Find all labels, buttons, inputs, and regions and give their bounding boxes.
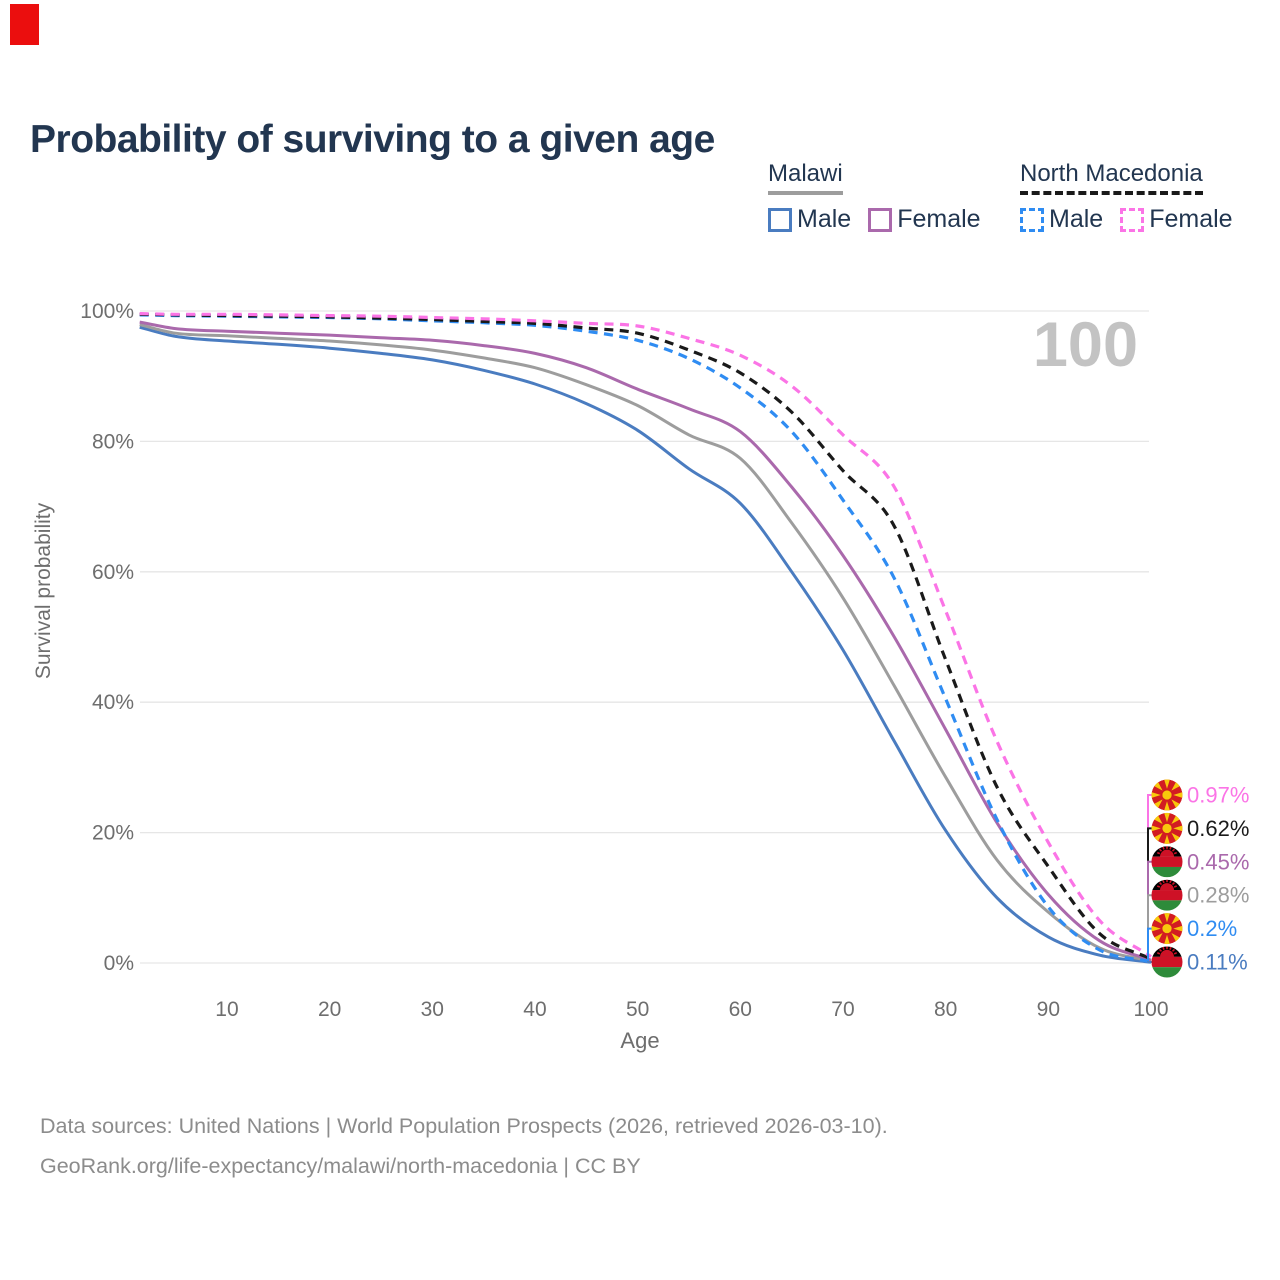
- legend-item-north-macedonia-male[interactable]: Male: [1020, 205, 1103, 234]
- y-tick-label: 80%: [92, 430, 134, 453]
- x-axis-title: Age: [620, 1028, 659, 1053]
- y-tick-label: 0%: [104, 952, 134, 975]
- malawi-female-swatch-icon: [868, 207, 893, 232]
- flag-icon-north-macedonia: [1151, 812, 1183, 844]
- x-tick-label: 10: [215, 998, 238, 1021]
- x-tick-label: 30: [421, 998, 444, 1021]
- chart-watermark: 100: [1033, 310, 1138, 380]
- end-label-north-macedonia-all: 0.62%: [1187, 816, 1249, 841]
- legend-group-north-macedonia: North Macedonia Male Female: [1020, 160, 1233, 234]
- flag-icon-malawi: [1151, 879, 1183, 911]
- end-label-north-macedonia-male: 0.2%: [1187, 916, 1237, 941]
- end-label-north-macedonia-female: 0.97%: [1187, 783, 1249, 808]
- end-label-malawi-female: 0.45%: [1187, 849, 1249, 874]
- end-label-malawi-male: 0.11%: [1187, 950, 1248, 975]
- footer-url-line: GeoRank.org/life-expectancy/malawi/north…: [40, 1154, 641, 1178]
- legend-item-malawi-male[interactable]: Male: [768, 205, 851, 234]
- legend-item-malawi-female[interactable]: Female: [868, 205, 981, 234]
- x-tick-label: 80: [934, 998, 957, 1021]
- legend-item-north-macedonia-female[interactable]: Female: [1120, 205, 1233, 234]
- flag-icon-north-macedonia: [1151, 779, 1183, 811]
- x-tick-label: 60: [729, 998, 752, 1021]
- curve-malawi-male[interactable]: [139, 325, 1152, 964]
- x-tick-label: 100: [1133, 998, 1168, 1021]
- flag-icon-malawi: [1151, 946, 1183, 978]
- footer: Data sources: United Nations | World Pop…: [40, 1106, 888, 1186]
- y-axis-title: Survival probability: [32, 502, 55, 679]
- curve-north-macedonia-female[interactable]: [139, 312, 1152, 959]
- legend-country-malawi[interactable]: Malawi: [768, 160, 843, 195]
- end-connector-malawi-female: [1147, 860, 1156, 961]
- legend-group-malawi: Malawi Male Female: [768, 160, 981, 234]
- x-tick-label: 40: [523, 998, 546, 1021]
- north-macedonia-male-swatch-icon: [1020, 207, 1044, 232]
- red-marker: [10, 4, 39, 45]
- legend-country-north-macedonia[interactable]: North Macedonia: [1020, 160, 1203, 195]
- curve-malawi-female[interactable]: [139, 320, 1152, 962]
- y-tick-label: 100%: [80, 300, 134, 323]
- x-tick-label: 20: [318, 998, 341, 1021]
- y-tick-label: 60%: [92, 561, 134, 584]
- y-tick-label: 40%: [92, 691, 134, 714]
- x-tick-label: 50: [626, 998, 649, 1021]
- page-title: Probability of surviving to a given age: [30, 118, 715, 162]
- flag-icon-malawi: [1151, 846, 1183, 878]
- y-tick-label: 20%: [92, 822, 134, 845]
- malawi-male-swatch-icon: [768, 207, 792, 232]
- x-tick-label: 90: [1037, 998, 1060, 1021]
- curve-malawi-all[interactable]: [139, 323, 1152, 963]
- end-label-malawi-all: 0.28%: [1187, 883, 1249, 908]
- footer-source-line: Data sources: United Nations | World Pop…: [40, 1114, 888, 1138]
- x-tick-label: 70: [831, 998, 854, 1021]
- flag-icon-north-macedonia: [1151, 913, 1183, 945]
- north-macedonia-female-swatch-icon: [1120, 207, 1145, 232]
